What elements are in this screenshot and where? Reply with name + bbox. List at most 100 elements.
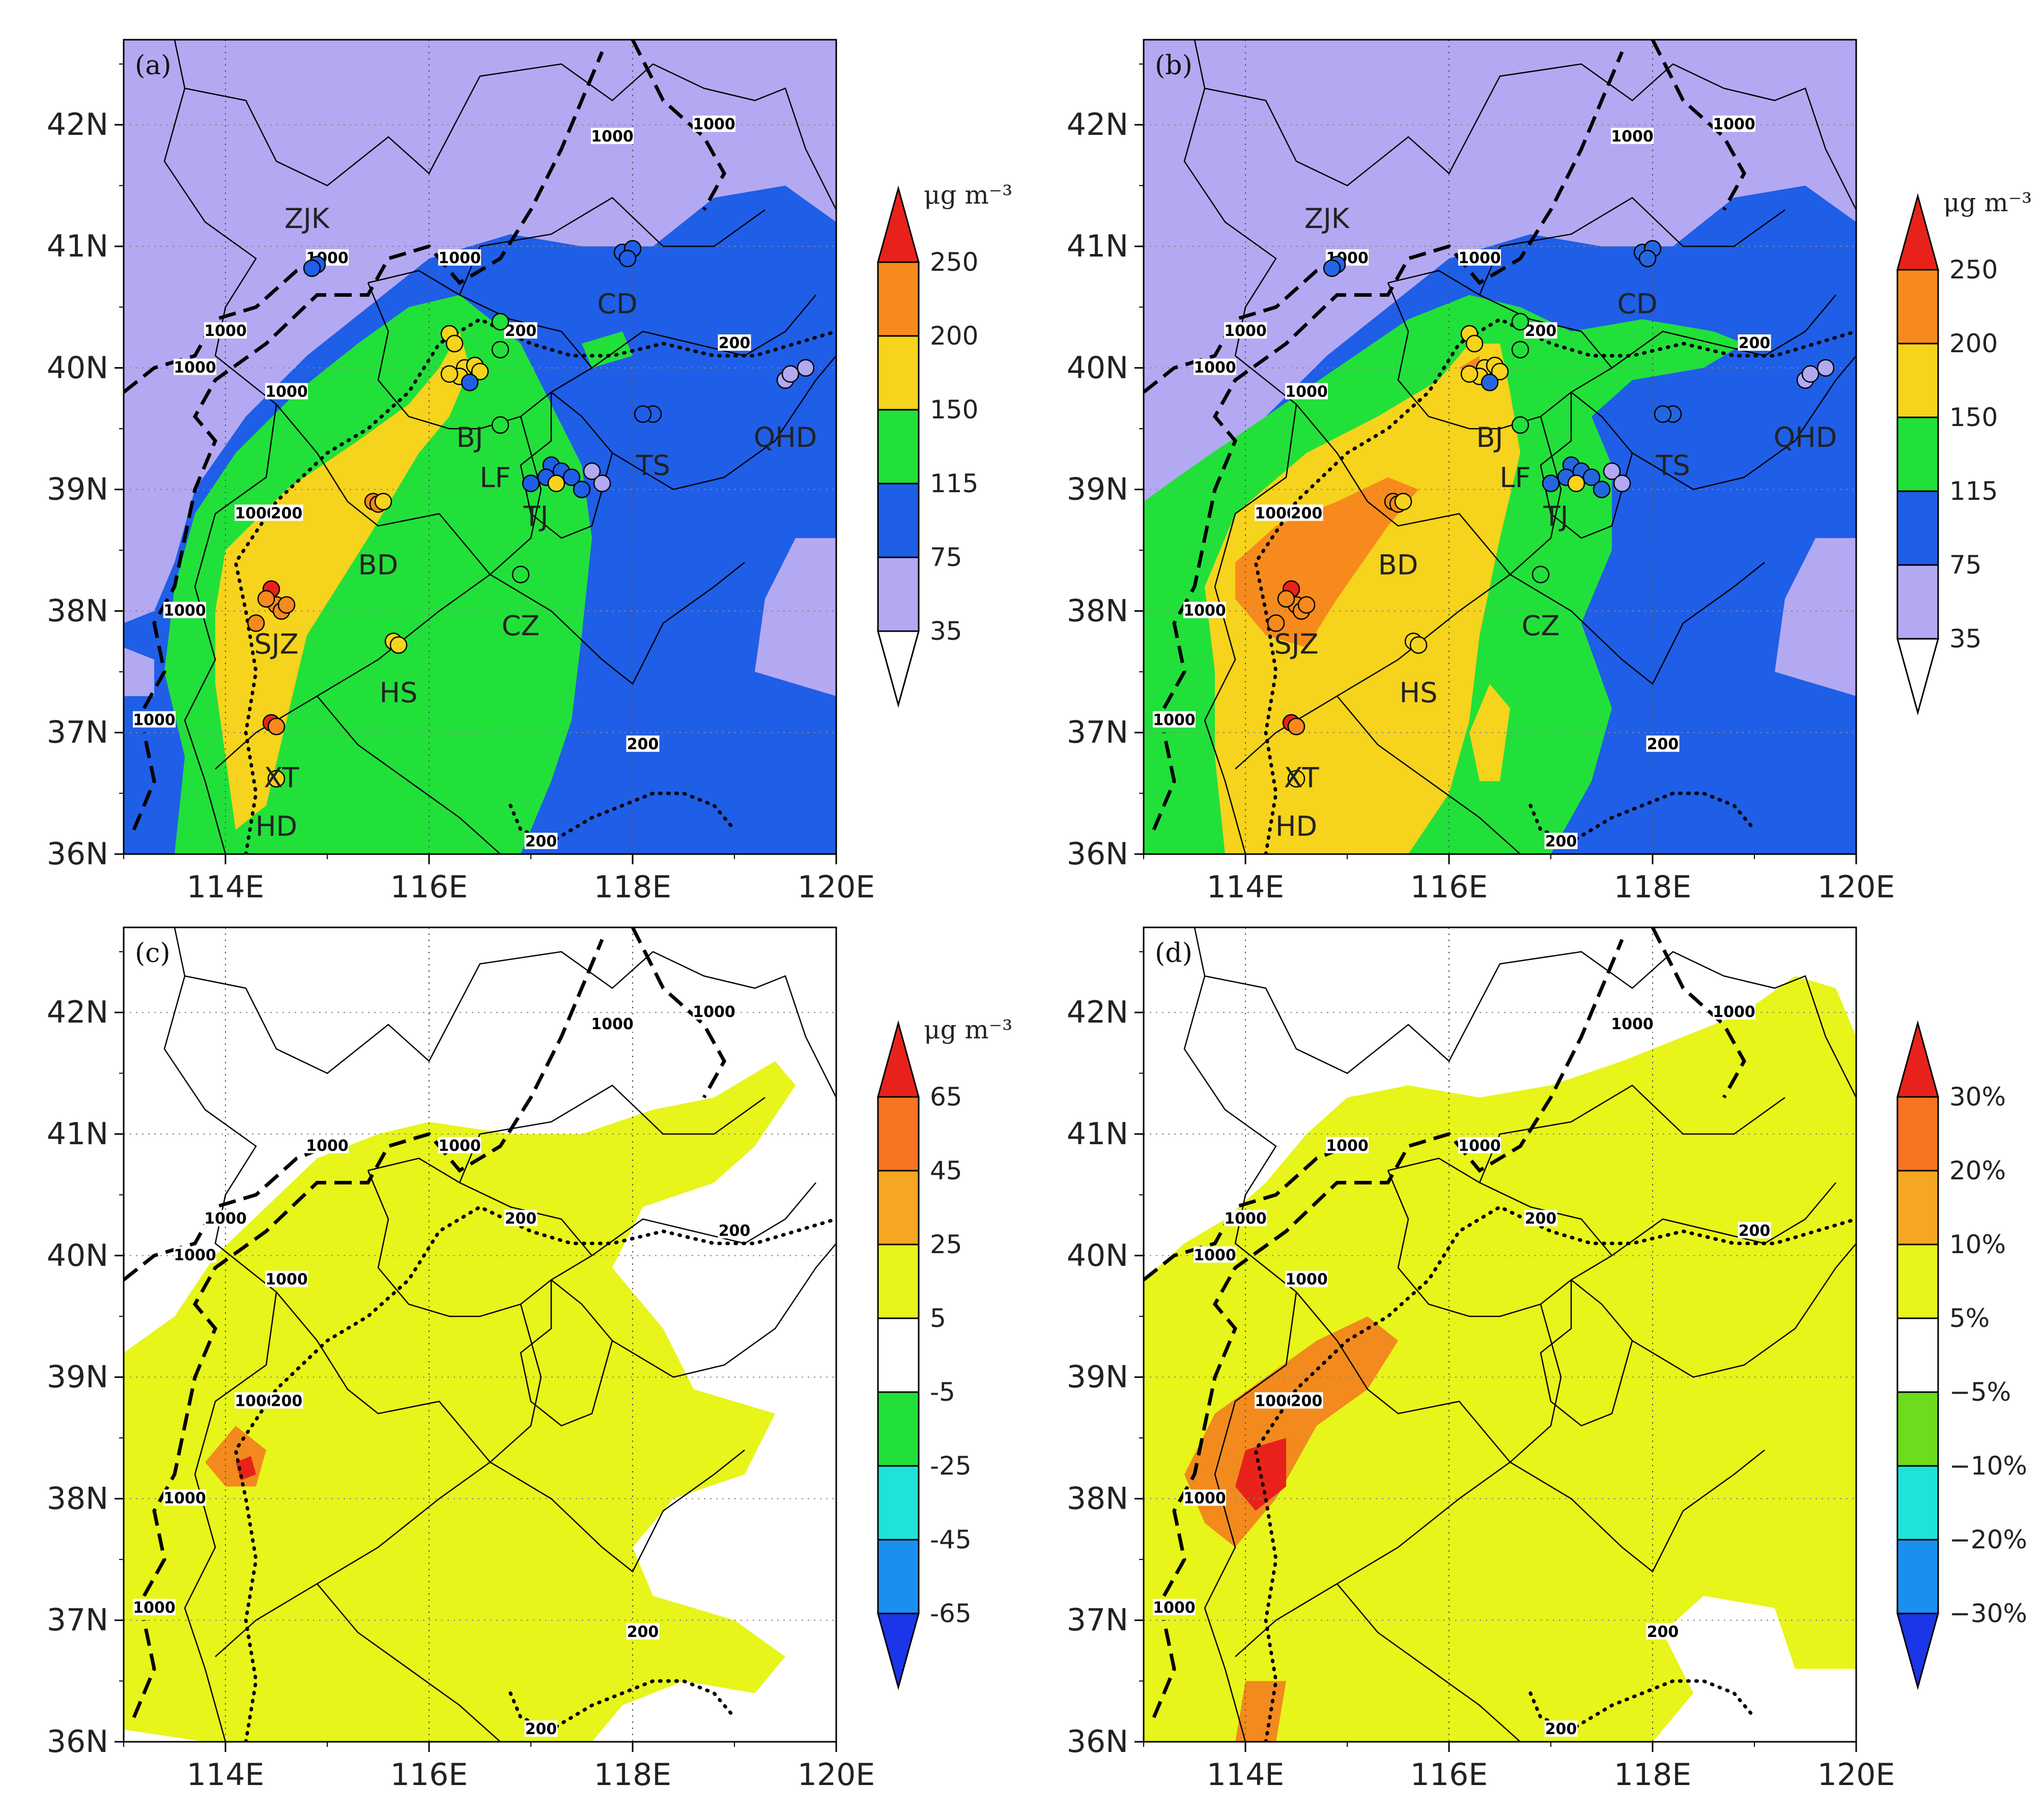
- contour-label: 1000: [1458, 1137, 1501, 1155]
- colorbar-label: −20%: [1949, 1525, 2027, 1554]
- colorbar-label: 30%: [1949, 1082, 2006, 1112]
- city-label: BJ: [457, 421, 484, 454]
- station-marker: [1287, 718, 1305, 735]
- station-marker: [1511, 341, 1529, 359]
- lat-label: 41N: [1067, 1116, 1128, 1152]
- lat-label: 37N: [1067, 1602, 1128, 1638]
- contour-label-bg: [1646, 735, 1680, 752]
- colorbar-label: −30%: [1949, 1599, 2027, 1628]
- station-marker: [1531, 565, 1550, 583]
- contour-label: 1000: [204, 1210, 247, 1228]
- province-border: [612, 355, 836, 490]
- city-label: QHD: [1774, 421, 1837, 454]
- contour-1000m: [1144, 257, 1348, 394]
- colorbar-label: 10%: [1949, 1230, 2006, 1259]
- contour-200m: [1528, 791, 1756, 844]
- city-label: LF: [479, 462, 510, 494]
- contour-label-bg: [591, 1015, 634, 1032]
- contour-label: 1000: [133, 1599, 176, 1617]
- province-border: [276, 404, 491, 575]
- contour-label: 200: [1545, 1720, 1577, 1738]
- contour-label-bg: [438, 1137, 481, 1153]
- city-label: HS: [1400, 676, 1438, 709]
- station-marker: [303, 259, 321, 277]
- city-label: CD: [597, 288, 637, 320]
- contour-200m: [508, 791, 736, 844]
- contour-label: 200: [1647, 735, 1679, 753]
- lat-label: 40N: [47, 1238, 108, 1274]
- contour-label-bg: [1194, 1246, 1236, 1263]
- station-marker: [522, 474, 540, 492]
- contour-1000m: [1162, 51, 1624, 710]
- colorbar-box: [1896, 1243, 1939, 1319]
- contour-label: 200: [1291, 1392, 1323, 1410]
- lon-label: 118E: [594, 1757, 671, 1793]
- city-label: HD: [256, 810, 297, 842]
- station-marker: [445, 334, 464, 353]
- field-plateau: [124, 647, 154, 696]
- colorbar-label: -45: [930, 1525, 972, 1554]
- contour-label: 1000: [1224, 322, 1267, 340]
- contour-label-bg: [524, 833, 558, 850]
- lon-label: 114E: [1207, 1757, 1284, 1793]
- colorbar-box: [1896, 1539, 1939, 1615]
- colorbar-label: 35: [1949, 624, 1982, 654]
- province-border: [1387, 1157, 1613, 1317]
- contour-1000m: [1651, 40, 1747, 211]
- contour-label-bg: [1326, 1137, 1369, 1153]
- field-yellow: [1469, 684, 1510, 781]
- panel-label: (c): [135, 938, 171, 969]
- province-border: [174, 927, 836, 1098]
- contour-1000m: [1651, 927, 1747, 1099]
- contour-label: 1000: [1153, 1599, 1196, 1617]
- contour-label-bg: [1713, 1003, 1755, 1020]
- province-border: [1337, 695, 1521, 854]
- station-marker: [797, 359, 815, 377]
- contour-label: 1000: [1285, 383, 1328, 401]
- colorbar-label: 250: [930, 247, 978, 277]
- colorbar-box: [1896, 269, 1939, 345]
- station-marker: [1603, 462, 1621, 480]
- province-border: [1540, 1279, 1633, 1427]
- contour-label: 200: [627, 1623, 659, 1641]
- lat-label: 36N: [47, 836, 108, 872]
- station-marker: [1409, 636, 1428, 654]
- colorbar-box: [877, 1539, 920, 1615]
- station-marker: [1801, 365, 1820, 383]
- contour-label: 1000: [174, 359, 216, 377]
- colorbar-label: -65: [930, 1599, 972, 1628]
- contour-label: 1000: [693, 116, 735, 133]
- contour-label-bg: [1290, 504, 1323, 521]
- province-border: [520, 391, 613, 539]
- contour-label: 1000: [591, 128, 634, 146]
- colorbar-label: 115: [930, 469, 978, 498]
- field-yellow: [215, 331, 470, 830]
- contour-label: 1000: [265, 1271, 308, 1289]
- lat-label: 40N: [1067, 350, 1128, 386]
- province-border: [1296, 404, 1511, 575]
- colorbar-label: 75: [930, 543, 962, 572]
- province-border: [1337, 1583, 1521, 1742]
- contour-label: 1000: [693, 1003, 735, 1021]
- station-marker: [593, 474, 611, 492]
- city-label: XT: [1284, 762, 1319, 794]
- contour-label-bg: [270, 504, 303, 521]
- city-label: CD: [1617, 288, 1657, 320]
- station-marker: [1460, 365, 1479, 383]
- lat-label: 38N: [47, 593, 108, 629]
- province-border: [1183, 88, 1297, 854]
- contour-label-bg: [438, 249, 481, 266]
- contour-1000m: [142, 51, 604, 710]
- city-label: ZJK: [285, 203, 330, 235]
- colorbar: 65 45 25 5 -5 -25 -45 -65 μg m⁻³: [877, 1015, 1012, 1690]
- colorbar-label: 200: [1949, 329, 1998, 358]
- station-marker: [1297, 596, 1316, 614]
- contour-label-bg: [174, 358, 216, 375]
- station-marker: [491, 341, 509, 359]
- colorbar: 250 200 150 115 75 35 μg m⁻³: [1896, 188, 2032, 716]
- province-border: [1235, 1304, 1562, 1657]
- lat-label: 41N: [47, 1116, 108, 1152]
- colorbar-box: [877, 335, 920, 411]
- contour-label-bg: [504, 1210, 537, 1227]
- province-border: [490, 561, 745, 685]
